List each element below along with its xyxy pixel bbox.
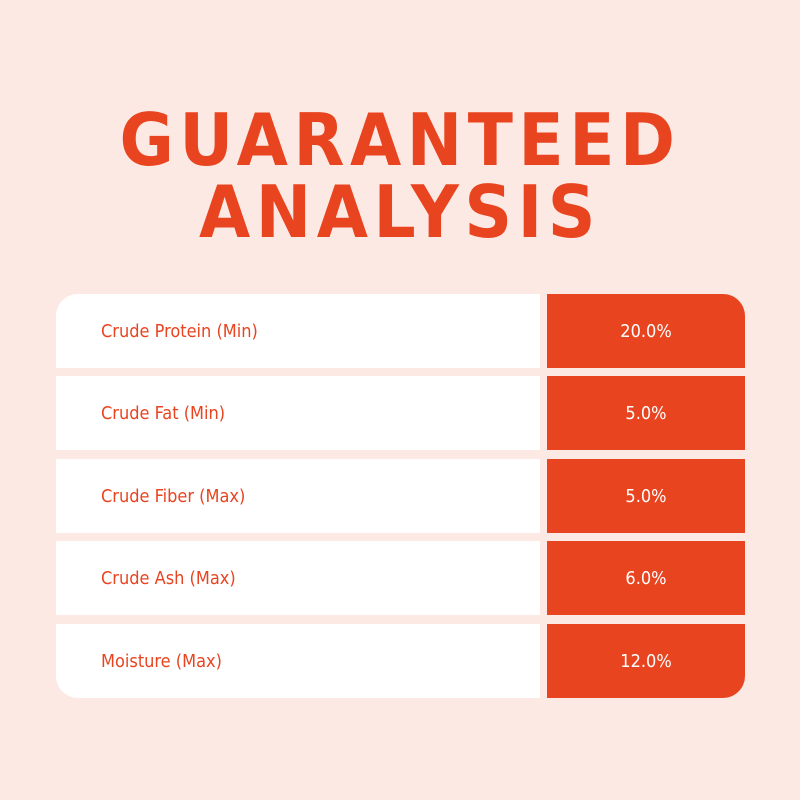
nutrient-label: Crude Ash (Max) — [101, 567, 236, 589]
nutrient-value: 5.0% — [625, 402, 667, 424]
nutrient-value: 5.0% — [625, 485, 667, 507]
table-row: Crude Fat (Min) 5.0% — [56, 376, 745, 450]
title-line-2: ANALYSIS — [198, 170, 602, 254]
value-cell: 5.0% — [547, 459, 745, 533]
table-row: Crude Ash (Max) 6.0% — [56, 541, 745, 615]
nutrient-value: 6.0% — [625, 567, 667, 589]
title-line-1: GUARANTEED — [119, 98, 681, 182]
value-cell: 5.0% — [547, 376, 745, 450]
nutrient-label: Crude Fat (Min) — [101, 402, 226, 424]
label-cell: Moisture (Max) — [56, 624, 540, 698]
value-cell: 20.0% — [547, 294, 745, 368]
label-cell: Crude Fat (Min) — [56, 376, 540, 450]
nutrient-value: 20.0% — [620, 320, 672, 342]
table-row: Moisture (Max) 12.0% — [56, 624, 745, 698]
nutrient-label: Crude Fiber (Max) — [101, 485, 246, 507]
table-row: Crude Protein (Min) 20.0% — [56, 294, 745, 368]
value-cell: 12.0% — [547, 624, 745, 698]
label-cell: Crude Fiber (Max) — [56, 459, 540, 533]
label-cell: Crude Protein (Min) — [56, 294, 540, 368]
nutrient-value: 12.0% — [620, 650, 672, 672]
label-cell: Crude Ash (Max) — [56, 541, 540, 615]
value-cell: 6.0% — [547, 541, 745, 615]
nutrient-label: Moisture (Max) — [101, 650, 222, 672]
table-row: Crude Fiber (Max) 5.0% — [56, 459, 745, 533]
nutrient-label: Crude Protein (Min) — [101, 320, 258, 342]
